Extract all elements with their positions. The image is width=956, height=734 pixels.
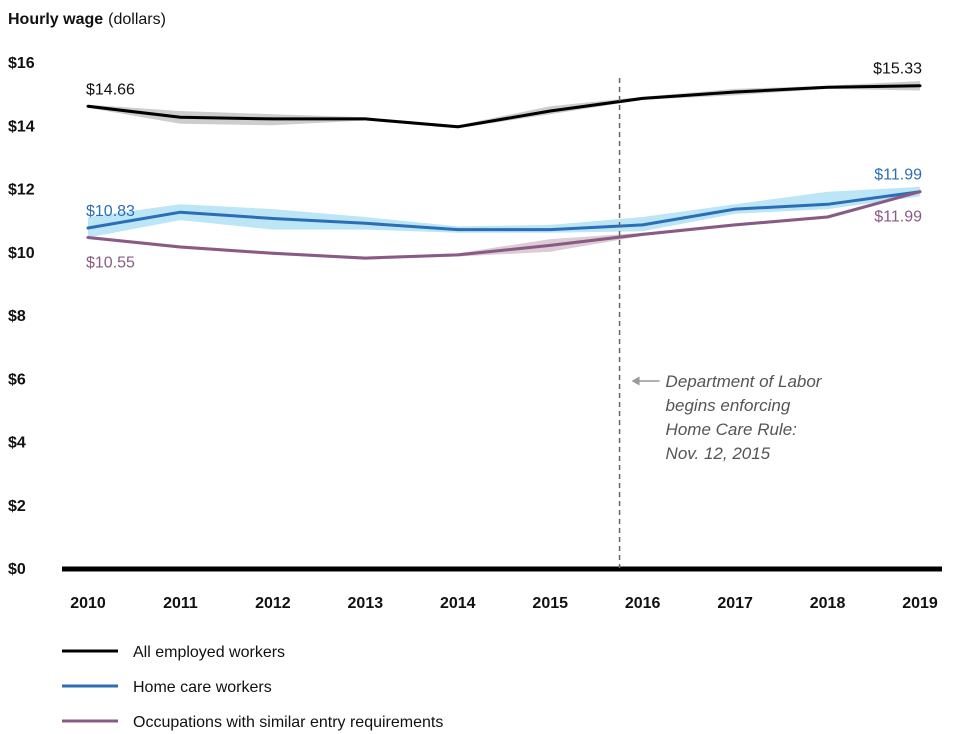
series-line	[86, 190, 922, 260]
series-line	[86, 190, 922, 232]
y-axis-ticks: $16 $14 $12 $10 $8 $6 $4 $2 $0	[8, 55, 35, 578]
confidence-band	[88, 186, 920, 238]
x-tick-label: 2019	[902, 595, 938, 612]
annotation-text-line: Department of Labor	[666, 372, 823, 391]
y-tick-label: $10	[8, 245, 35, 262]
series-lines	[86, 84, 922, 260]
annotation-text-line: begins enforcing	[666, 396, 791, 415]
y-axis-unit: (dollars)	[108, 11, 166, 28]
x-tick-label: 2016	[625, 595, 661, 612]
legend-entry: Home care workers	[133, 679, 272, 696]
annotation-text-line: Nov. 12, 2015	[666, 444, 771, 463]
x-tick-label: 2014	[440, 595, 476, 612]
legend-entry: Occupations with similar entry requireme…	[133, 714, 443, 731]
y-tick-label: $12	[8, 182, 35, 199]
y-axis-title: Hourly wage (dollars)	[8, 11, 166, 28]
y-tick-label: $14	[8, 118, 35, 135]
x-tick-label: 2017	[717, 595, 753, 612]
data-label: $11.99	[874, 209, 922, 226]
x-tick-label: 2018	[810, 595, 846, 612]
y-tick-label: $4	[8, 435, 26, 452]
annotation-arrow-head	[631, 376, 640, 386]
confidence-bands	[88, 81, 920, 260]
x-tick-label: 2012	[255, 595, 291, 612]
y-tick-label: $6	[8, 371, 26, 388]
y-tick-label: $16	[8, 55, 35, 72]
x-tick-label: 2010	[70, 595, 106, 612]
annotation-text-line: Home Care Rule:	[666, 420, 798, 439]
data-labels: $14.66 $15.33 $10.83 $11.99 $10.55 $11.99	[86, 61, 922, 272]
y-tick-label: $0	[8, 561, 26, 578]
legend: All employed workers Home care workers Occ…	[62, 644, 443, 731]
y-axis-label: Hourly wage	[8, 11, 103, 28]
legend-entry: All employed workers	[133, 644, 285, 661]
x-tick-label: 2015	[532, 595, 568, 612]
x-tick-label: 2011	[163, 595, 198, 612]
data-label: $11.99	[874, 167, 922, 184]
x-tick-label: 2013	[348, 595, 384, 612]
annotation: Department of Labor begins enforcing Home …	[618, 78, 823, 568]
y-tick-label: $2	[8, 498, 26, 515]
data-label: $14.66	[86, 81, 135, 98]
data-label: $15.33	[873, 61, 922, 78]
x-axis-ticks: 2010 2011 2012 2013 2014 2015 2016 2017 2018 2019	[70, 595, 938, 612]
series-line	[86, 84, 922, 129]
data-label: $10.55	[86, 255, 135, 272]
y-tick-label: $8	[8, 308, 26, 325]
data-label: $10.83	[86, 203, 135, 220]
